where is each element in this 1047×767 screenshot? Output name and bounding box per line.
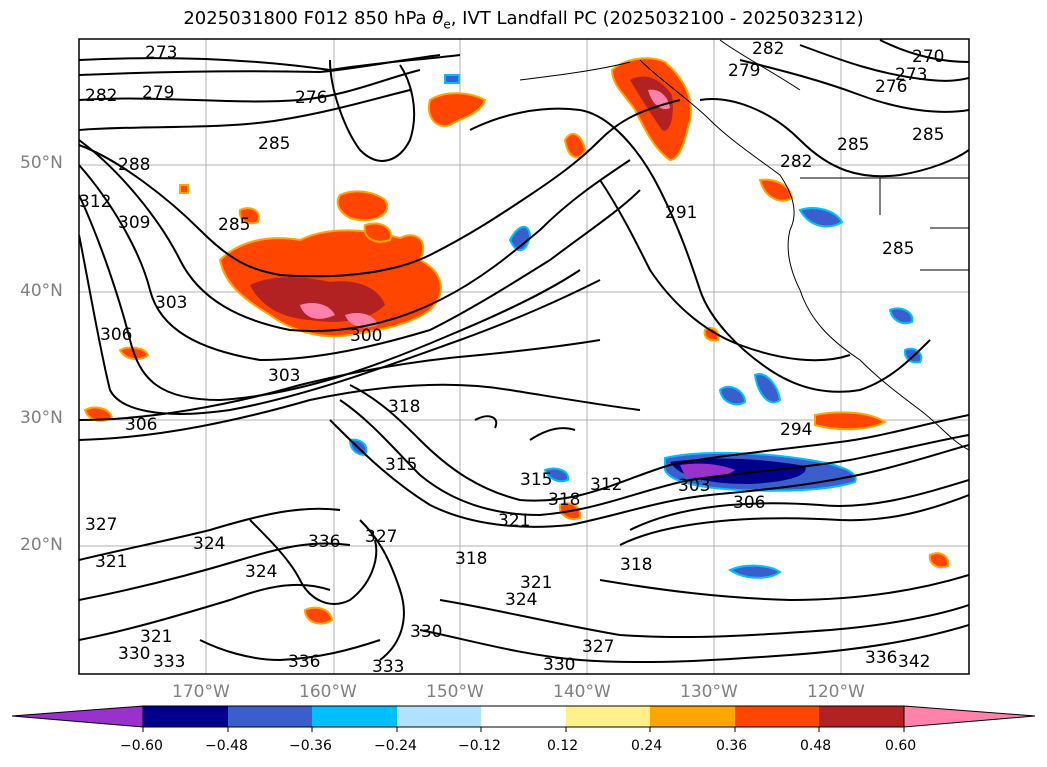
contour-label: 279 <box>728 61 760 81</box>
contour-label: 321 <box>95 552 127 572</box>
contour-label: 330 <box>118 644 150 664</box>
contour-label: 324 <box>245 562 277 582</box>
contour-label: 273 <box>145 43 177 63</box>
contour-label: 303 <box>678 476 710 496</box>
contour-label: 318 <box>620 555 652 575</box>
contour-label: 282 <box>780 152 812 172</box>
lat-label: 40°N <box>20 281 63 301</box>
contour-label: 303 <box>268 366 300 386</box>
colorbar-tick-label: −0.60 <box>120 738 163 754</box>
contour-label: 306 <box>100 325 132 345</box>
lon-label: 170°W <box>172 682 230 702</box>
contour-label: 327 <box>365 527 397 547</box>
contour-label: 321 <box>520 573 552 593</box>
contour-label: 330 <box>410 622 442 642</box>
contour-label: 318 <box>455 549 487 569</box>
lon-label: 120°W <box>807 682 865 702</box>
contour-label: 324 <box>193 534 225 554</box>
contour-label: 336 <box>865 648 897 668</box>
lat-label: 30°N <box>20 408 63 428</box>
contour-label: 342 <box>898 652 930 672</box>
colorbar-tick-label: 0.48 <box>800 738 832 754</box>
coastline <box>519 39 969 451</box>
theta-e-contours <box>79 39 969 664</box>
contour-label: 282 <box>752 39 784 59</box>
contour-label: 276 <box>295 88 327 108</box>
contour-label: 312 <box>590 475 622 495</box>
contour-label: 285 <box>837 135 869 155</box>
contour-label: 285 <box>218 215 250 235</box>
contour-label: 279 <box>142 83 174 103</box>
contour-label: 306 <box>125 415 157 435</box>
contour-label: 288 <box>118 155 150 175</box>
colorbar-tick-label: 0.24 <box>631 738 663 754</box>
contour-label: 312 <box>79 192 111 212</box>
contour-label: 327 <box>85 515 117 535</box>
colorbar-tick-label: 0.36 <box>716 738 748 754</box>
lon-label: 140°W <box>553 682 611 702</box>
contour-label: 300 <box>350 326 382 346</box>
contour-label: 324 <box>505 590 537 610</box>
colorbar-tick-label: −0.36 <box>289 738 332 754</box>
colorbar-tick-label: 0.12 <box>547 738 579 754</box>
lon-label: 150°W <box>426 682 484 702</box>
lon-label: 160°W <box>299 682 357 702</box>
contour-label: 318 <box>388 397 420 417</box>
contour-label: 333 <box>372 657 404 677</box>
plot-frame <box>78 38 970 675</box>
contour-label: 306 <box>733 493 765 513</box>
contour-label: 303 <box>155 293 187 313</box>
contour-label: 330 <box>543 655 575 675</box>
colorbar-tick-label: 0.60 <box>885 738 917 754</box>
colorbar-tick-label: −0.48 <box>205 738 248 754</box>
colorbar-tick-label: −0.24 <box>374 738 417 754</box>
contour-label: 336 <box>288 652 320 672</box>
contour-label: 333 <box>153 652 185 672</box>
contour-label: 282 <box>85 86 117 106</box>
colorbar <box>11 705 1036 732</box>
contour-label: 315 <box>385 455 417 475</box>
lon-label: 130°W <box>680 682 738 702</box>
contour-labels: 273 282 279 276 285 288 312 309 285 303 … <box>79 39 944 677</box>
contour-label: 309 <box>118 213 150 233</box>
chart-title: 2025031800 F012 850 hPa θe, IVT Landfall… <box>183 8 864 32</box>
contour-label: 327 <box>582 637 614 657</box>
colorbar-tick-label: −0.12 <box>458 738 501 754</box>
contour-label: 321 <box>498 511 530 531</box>
contour-label: 336 <box>308 532 340 552</box>
contour-label: 276 <box>875 77 907 97</box>
contour-label: 285 <box>882 239 914 259</box>
contour-label: 291 <box>665 203 697 223</box>
lat-label: 20°N <box>20 535 63 555</box>
contour-label: 285 <box>258 134 290 154</box>
contour-label: 270 <box>912 47 944 67</box>
contour-label: 315 <box>520 470 552 490</box>
anomaly-region-gulf-of-alaska <box>427 92 487 128</box>
contour-label: 321 <box>140 627 172 647</box>
contour-label: 273 <box>895 65 927 85</box>
contour-label: 294 <box>780 420 812 440</box>
contour-label: 285 <box>912 125 944 145</box>
lat-label: 50°N <box>20 153 63 173</box>
contour-label: 318 <box>548 490 580 510</box>
